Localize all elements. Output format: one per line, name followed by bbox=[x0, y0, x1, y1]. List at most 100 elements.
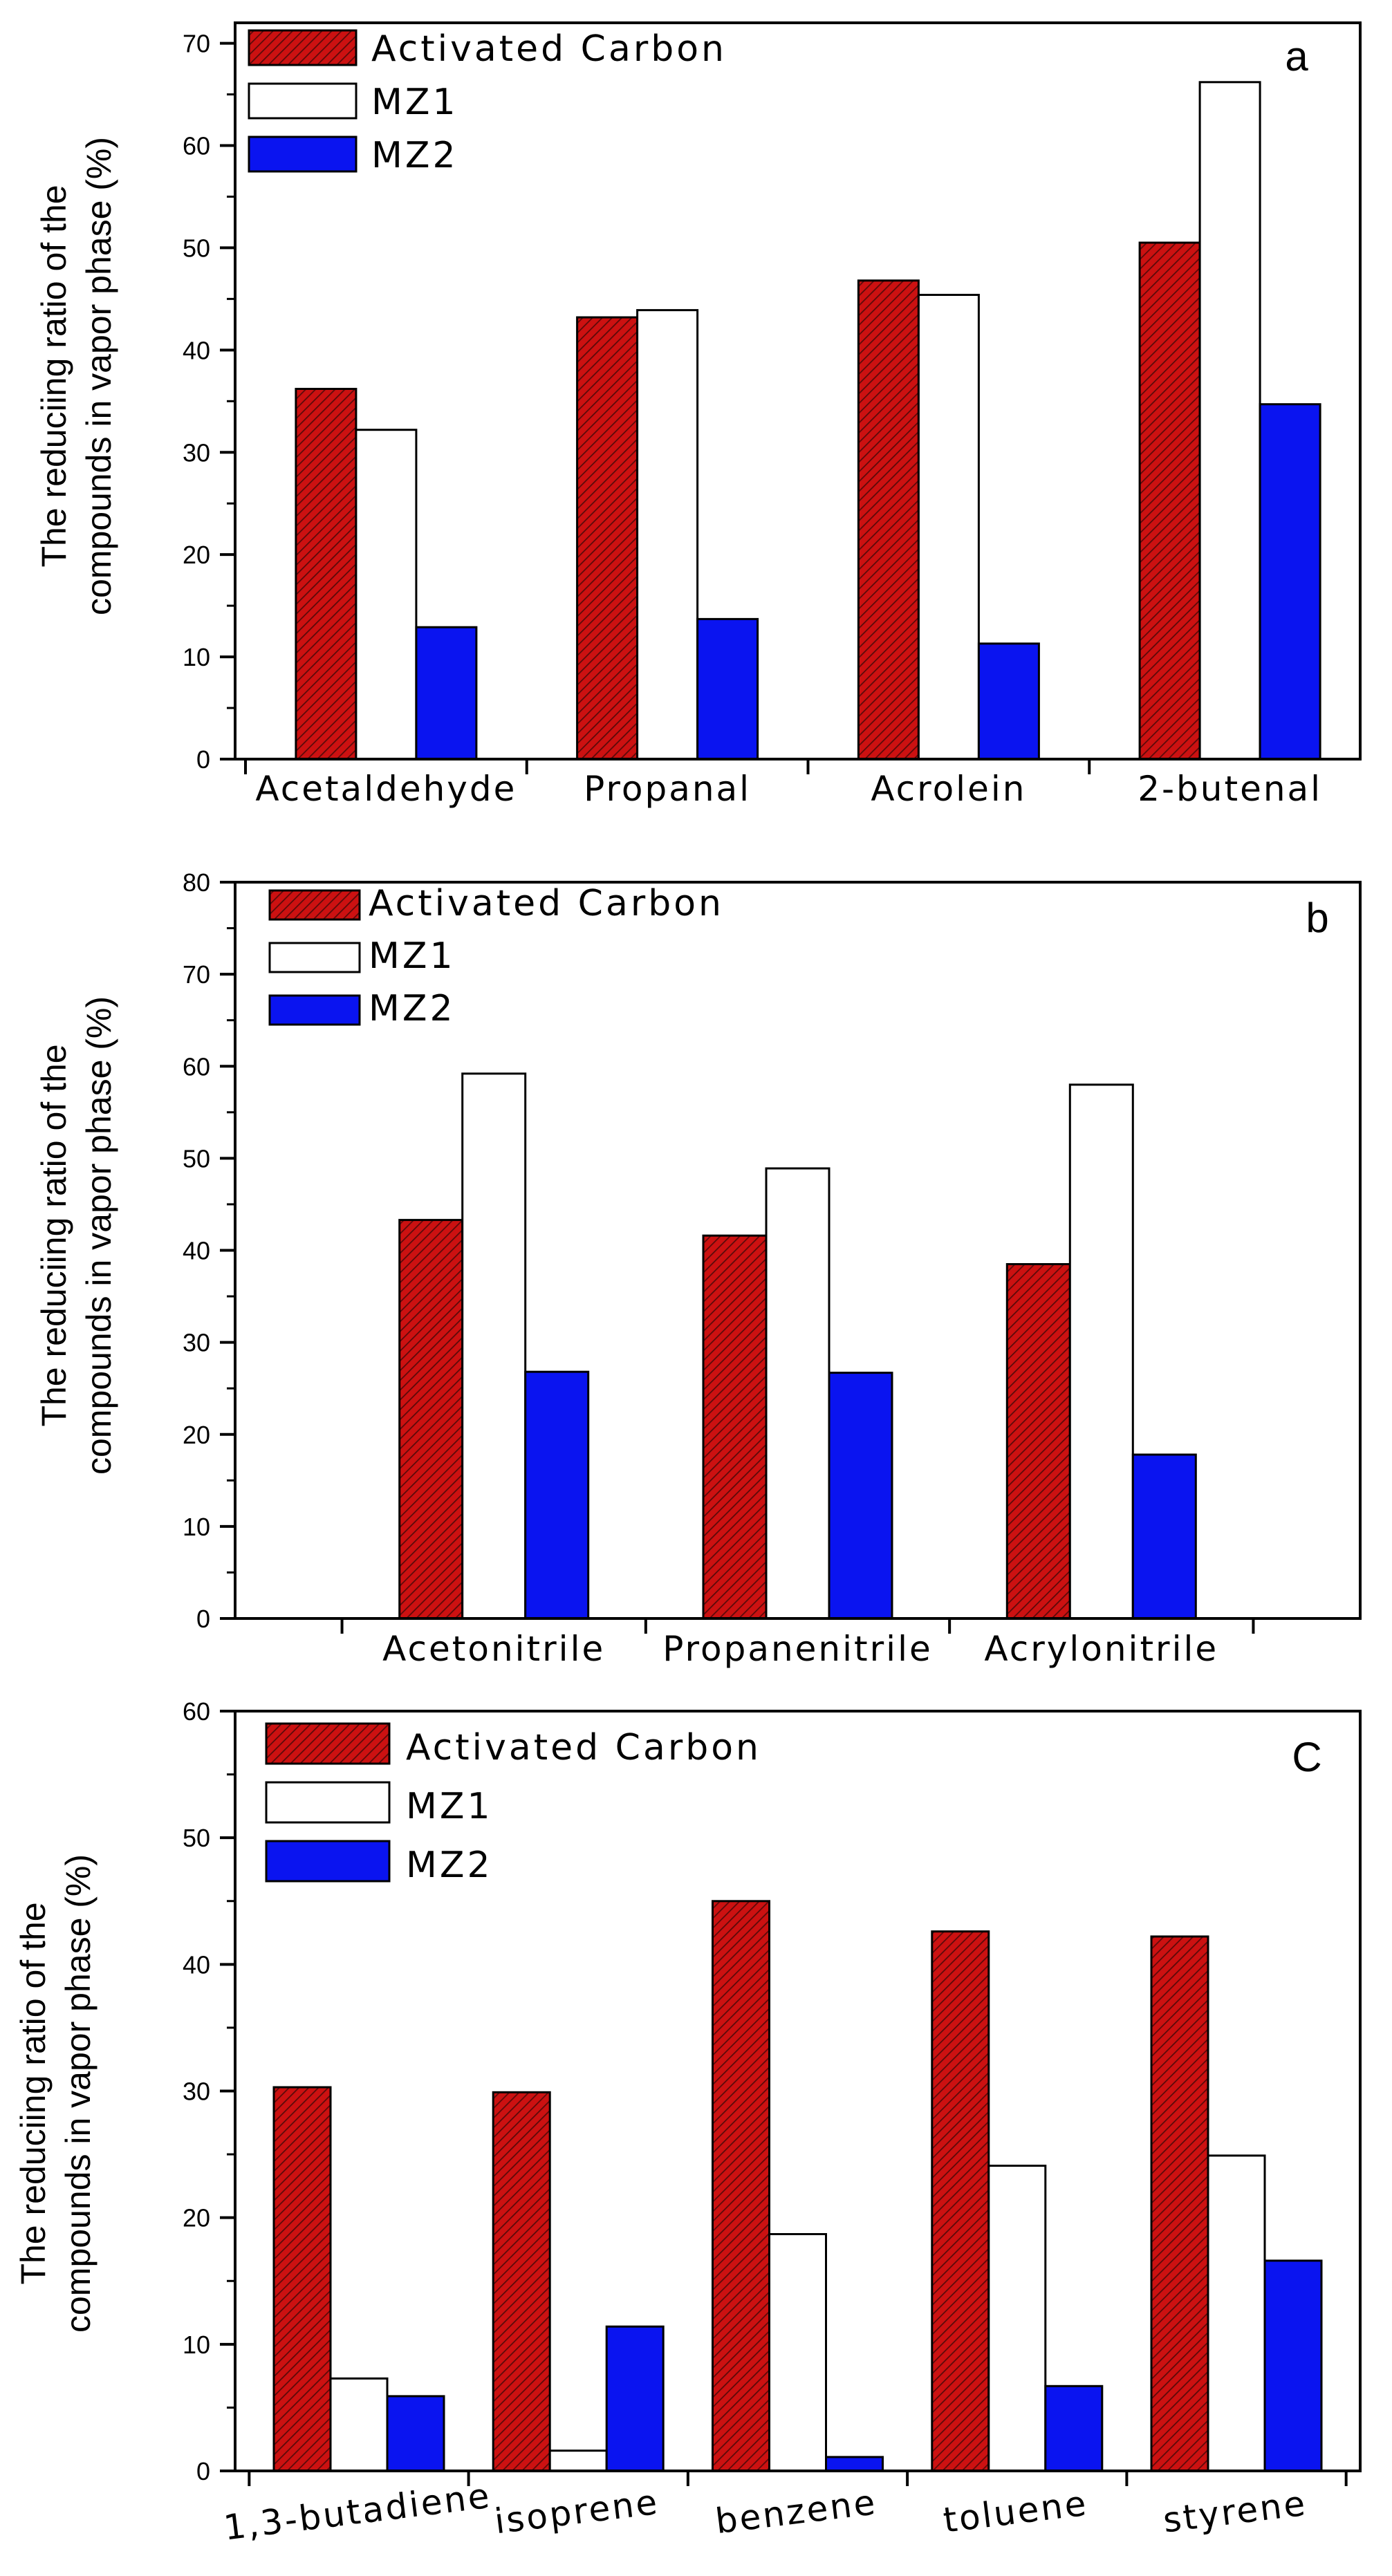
y-axis-label-line-1: The reduciing ratio of the bbox=[14, 1902, 53, 2284]
panel-label: b bbox=[1306, 895, 1328, 941]
bar-mz2-1-3-butadiene bbox=[386, 2395, 445, 2472]
bar-mz1-acetaldehyde bbox=[355, 429, 418, 760]
legend-label: Activated Carbon bbox=[369, 883, 724, 924]
legend-swatch-activated-carbon bbox=[268, 889, 361, 921]
chart-panel-b: The reduciing ratio of the compounds in … bbox=[35, 868, 1362, 1669]
bar-mz2-isoprene bbox=[605, 2325, 665, 2472]
category-label: isoprene bbox=[492, 2482, 661, 2542]
legend-swatch-activated-carbon bbox=[265, 1722, 391, 1765]
y-tick-label: 50 bbox=[183, 234, 210, 262]
category-label: Acrolein bbox=[871, 769, 1026, 809]
y-axis-label-line-2: compounds in vapor phase (%) bbox=[80, 996, 118, 1475]
bar-activated-carbon-toluene bbox=[931, 1930, 990, 2472]
bar-mz1-isoprene bbox=[548, 2449, 608, 2472]
category-label: 1,3-butadiene bbox=[221, 2476, 493, 2548]
chart-panel-c: The reduciing ratio of the compounds in … bbox=[14, 1697, 1362, 2548]
legend-swatch-mz1 bbox=[248, 82, 358, 120]
category-label: Propanenitrile bbox=[662, 1629, 932, 1669]
legend-swatch-mz1 bbox=[268, 942, 361, 973]
y-tick-label: 0 bbox=[196, 2457, 210, 2485]
y-tick-label: 30 bbox=[183, 1329, 210, 1357]
y-tick-label: 20 bbox=[183, 1421, 210, 1449]
y-tick-label: 40 bbox=[183, 1950, 210, 1979]
bar-mz2-styrene bbox=[1263, 2259, 1323, 2472]
legend-label: Activated Carbon bbox=[406, 1727, 761, 1768]
legend-label: MZ1 bbox=[371, 82, 458, 123]
y-tick-label: 60 bbox=[183, 1052, 210, 1081]
category-label: 2-butenal bbox=[1138, 769, 1322, 809]
y-tick-label: 30 bbox=[183, 2078, 210, 2106]
y-tick-label: 70 bbox=[183, 30, 210, 58]
legend-label: MZ1 bbox=[369, 935, 456, 977]
y-tick-label: 0 bbox=[196, 745, 210, 774]
legend-label: MZ2 bbox=[369, 988, 456, 1029]
y-axis-label-line-1: The reduciing ratio of the bbox=[35, 1044, 73, 1426]
category-label: Acetaldehyde bbox=[255, 769, 517, 809]
bar-mz2-acetonitrile bbox=[524, 1370, 590, 1620]
y-axis-label-line-2: compounds in vapor phase (%) bbox=[80, 137, 118, 615]
bar-activated-carbon-acrylonitrile bbox=[1005, 1263, 1071, 1620]
bar-activated-carbon-acetonitrile bbox=[398, 1219, 464, 1620]
bar-mz2-acrolein bbox=[977, 642, 1040, 760]
legend-swatch-activated-carbon bbox=[248, 29, 358, 66]
plot-frame bbox=[234, 21, 1362, 760]
category-label: benzene bbox=[713, 2482, 879, 2541]
y-tick-label: 10 bbox=[183, 643, 210, 671]
legend-label: Activated Carbon bbox=[371, 28, 727, 70]
y-tick-label: 60 bbox=[183, 132, 210, 160]
y-tick-label: 70 bbox=[183, 960, 210, 989]
bar-activated-carbon-2-butenal bbox=[1138, 241, 1201, 760]
legend-swatch-mz2 bbox=[265, 1840, 391, 1883]
y-tick-label: 10 bbox=[183, 1513, 210, 1541]
bar-mz1-benzene bbox=[768, 2233, 827, 2472]
y-tick-label: 60 bbox=[183, 1697, 210, 1726]
chart-panel-a: The reduciing ratio of the compounds in … bbox=[35, 21, 1362, 809]
bar-activated-carbon-acetaldehyde bbox=[295, 388, 358, 760]
bar-mz2-acetaldehyde bbox=[415, 626, 478, 760]
bar-mz1-acrolein bbox=[917, 294, 980, 760]
y-axis-label-line-1: The reduciing ratio of the bbox=[35, 185, 73, 567]
y-tick-label: 80 bbox=[183, 868, 210, 897]
panel-label: a bbox=[1285, 33, 1308, 80]
bar-mz2-2-butenal bbox=[1259, 403, 1321, 760]
category-label: Acetonitrile bbox=[382, 1629, 605, 1669]
legend-label: MZ2 bbox=[406, 1845, 493, 1886]
category-label: Propanal bbox=[584, 769, 751, 809]
bar-mz1-1-3-butadiene bbox=[329, 2377, 389, 2472]
bar-mz1-styrene bbox=[1207, 2154, 1266, 2472]
bar-mz2-propanenitrile bbox=[828, 1372, 893, 1620]
y-tick-label: 20 bbox=[183, 541, 210, 569]
legend-swatch-mz2 bbox=[268, 994, 361, 1026]
y-tick-label: 10 bbox=[183, 2331, 210, 2359]
bar-activated-carbon-1-3-butadiene bbox=[272, 2086, 332, 2472]
legend-swatch-mz1 bbox=[265, 1781, 391, 1824]
bar-mz1-toluene bbox=[987, 2165, 1047, 2472]
bar-mz1-propanal bbox=[636, 309, 699, 760]
bar-mz1-acrylonitrile bbox=[1068, 1083, 1134, 1620]
bar-activated-carbon-propanal bbox=[576, 316, 639, 760]
y-tick-label: 50 bbox=[183, 1824, 210, 1852]
bar-activated-carbon-propanenitrile bbox=[702, 1234, 768, 1620]
bar-mz1-propanenitrile bbox=[765, 1167, 830, 1620]
bar-activated-carbon-acrolein bbox=[857, 279, 920, 760]
bar-mz2-acrylonitrile bbox=[1131, 1453, 1197, 1620]
legend-label: MZ2 bbox=[371, 135, 458, 176]
bar-mz2-toluene bbox=[1044, 2384, 1104, 2472]
legend-swatch-mz2 bbox=[248, 136, 358, 173]
bar-mz2-benzene bbox=[825, 2456, 884, 2472]
y-tick-label: 20 bbox=[183, 2204, 210, 2232]
y-tick-label: 40 bbox=[183, 336, 210, 364]
y-axis-label-line-2: compounds in vapor phase (%) bbox=[59, 1854, 98, 2333]
bar-activated-carbon-benzene bbox=[712, 1900, 770, 2472]
category-label: styrene bbox=[1161, 2483, 1309, 2541]
bar-activated-carbon-styrene bbox=[1150, 1935, 1209, 2472]
y-tick-label: 0 bbox=[196, 1605, 210, 1633]
category-label: Acrylonitrile bbox=[984, 1629, 1218, 1669]
y-tick-label: 30 bbox=[183, 438, 210, 467]
bar-mz1-2-butenal bbox=[1198, 81, 1261, 760]
bar-activated-carbon-isoprene bbox=[492, 2091, 551, 2472]
y-tick-label: 50 bbox=[183, 1144, 210, 1173]
y-tick-label: 40 bbox=[183, 1237, 210, 1265]
category-label: toluene bbox=[941, 2483, 1091, 2541]
